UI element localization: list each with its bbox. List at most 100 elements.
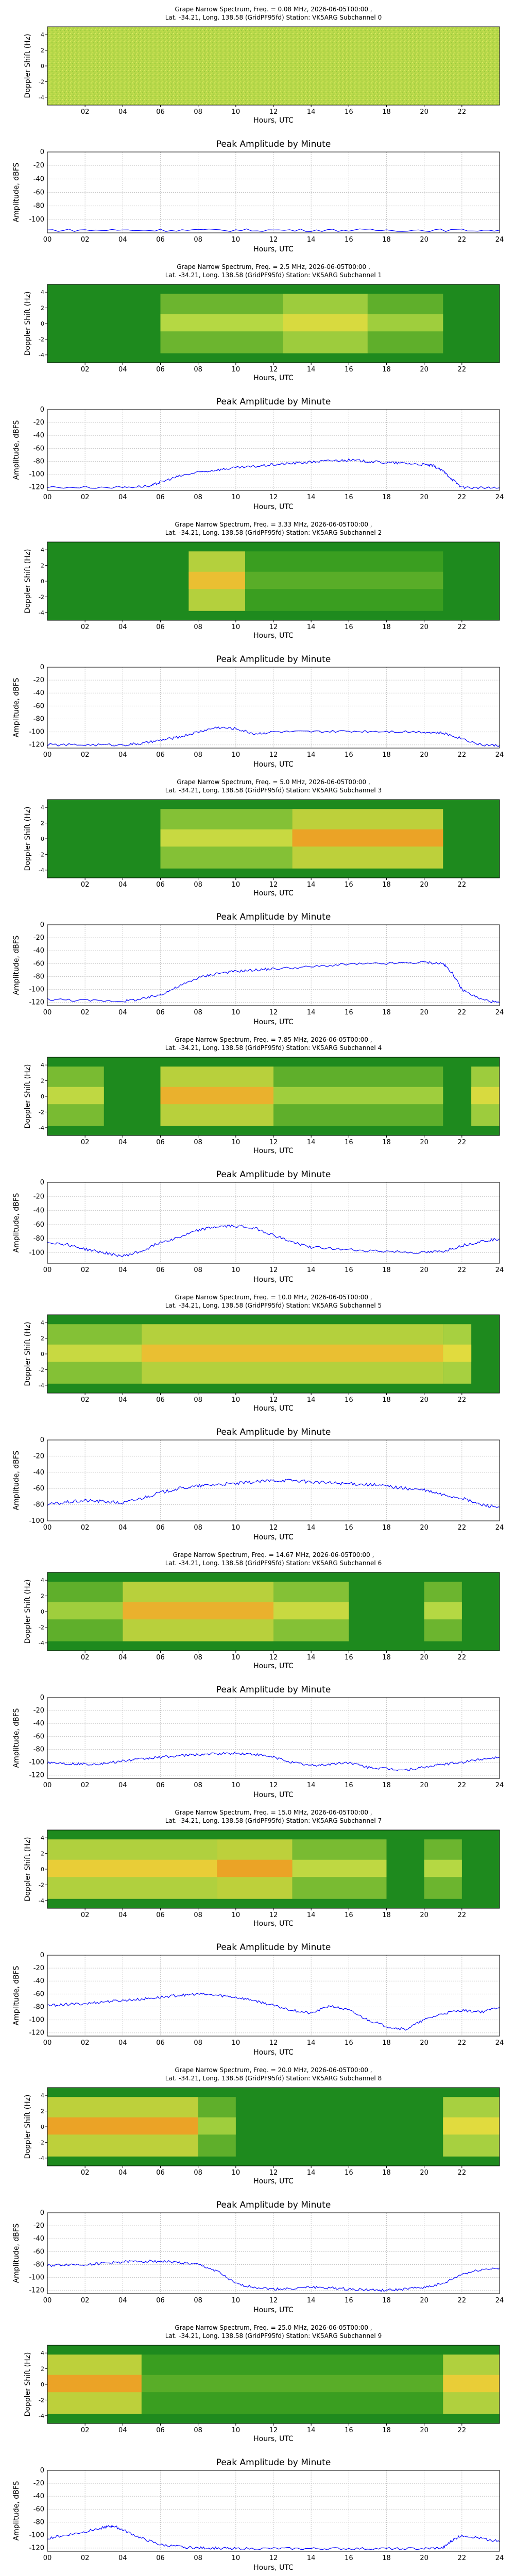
spectrum-subtitle: Lat. -34.21, Long. 138.58 (GridPF95fd) S… xyxy=(165,2075,382,2082)
amplitude-series-line xyxy=(47,2259,500,2292)
amplitude-xtick-label: 12 xyxy=(269,2297,278,2304)
spectrum-ytick-label: 0 xyxy=(41,1093,44,1100)
spectrum-ytick-label: -4 xyxy=(39,94,44,101)
amplitude-xtick-label: 24 xyxy=(495,1266,504,1274)
amplitude-xtick-label: 00 xyxy=(43,1266,52,1274)
amplitude-xtick-label: 20 xyxy=(420,1782,428,1789)
amplitude-ytick-label: -100 xyxy=(29,2532,44,2539)
spectrum-ylabel: Doppler Shift (Hz) xyxy=(24,1580,32,1644)
spectrum-xtick-label: 02 xyxy=(81,2169,90,2177)
spectrum-xtick-label: 22 xyxy=(458,623,467,631)
amplitude-title: Peak Amplitude by Minute xyxy=(216,2458,331,2468)
spectrum-panel-7: Grape Narrow Spectrum, Freq. = 15.0 MHz,… xyxy=(24,1809,500,1928)
amplitude-xtick-label: 02 xyxy=(81,1782,90,1789)
spectrum-core-2 xyxy=(273,1087,443,1105)
amplitude-xtick-label: 08 xyxy=(194,1782,202,1789)
amplitude-frame xyxy=(47,924,500,1006)
spectrum-xtick-label: 04 xyxy=(118,881,127,889)
amplitude-ytick-label: -40 xyxy=(33,689,44,697)
amplitude-series-line xyxy=(47,2524,500,2551)
amplitude-ytick-label: -40 xyxy=(33,2493,44,2500)
amplitude-xtick-label: 04 xyxy=(118,2554,127,2562)
amplitude-ytick-label: -80 xyxy=(33,2518,44,2526)
spectrum-xtick-label: 14 xyxy=(307,2169,316,2177)
spectrum-xtick-label: 16 xyxy=(345,366,353,374)
spectrum-xlabel: Hours, UTC xyxy=(253,632,294,640)
amplitude-xtick-label: 14 xyxy=(307,494,316,501)
spectrum-xtick-label: 12 xyxy=(269,2169,278,2177)
amplitude-xtick-label: 10 xyxy=(232,236,241,244)
amplitude-frame xyxy=(47,1182,500,1264)
amplitude-ytick-label: -40 xyxy=(33,2235,44,2243)
amplitude-ytick-label: -40 xyxy=(33,1207,44,1215)
amplitude-xtick-label: 08 xyxy=(194,1266,202,1274)
spectrum-xtick-label: 08 xyxy=(194,1911,202,1919)
spectrum-core-2 xyxy=(443,1344,472,1362)
spectrum-subtitle: Lat. -34.21, Long. 138.58 (GridPF95fd) S… xyxy=(165,1302,382,1309)
spectrum-xlabel: Hours, UTC xyxy=(253,116,294,125)
amplitude-xtick-label: 02 xyxy=(81,1266,90,1274)
amplitude-xtick-label: 00 xyxy=(43,236,52,244)
amplitude-title: Peak Amplitude by Minute xyxy=(216,1427,331,1437)
spectrum-ytick-label: 2 xyxy=(41,1851,44,1857)
spectrum-xtick-label: 10 xyxy=(232,2169,241,2177)
amplitude-xtick-label: 04 xyxy=(118,1782,127,1789)
spectrum-core-3 xyxy=(471,1087,500,1105)
spectrum-ytick-label: 2 xyxy=(41,1593,44,1600)
amplitude-ytick-label: -40 xyxy=(33,1469,44,1477)
amplitude-series-line xyxy=(47,961,500,1004)
amplitude-xtick-label: 12 xyxy=(269,1009,278,1016)
spectrum-panel-6: Grape Narrow Spectrum, Freq. = 14.67 MHz… xyxy=(24,1551,500,1670)
amplitude-ytick-label: -20 xyxy=(33,419,44,427)
spectrum-ytick-label: 4 xyxy=(41,547,44,553)
amplitude-plot-area xyxy=(47,667,500,748)
amplitude-xtick-label: 10 xyxy=(232,751,241,759)
spectrum-xtick-label: 16 xyxy=(345,1396,353,1404)
spectrum-core-2 xyxy=(367,314,443,332)
amplitude-series-line xyxy=(47,228,500,232)
spectrum-core-1 xyxy=(217,1859,293,1877)
spectrum-core-3 xyxy=(424,1602,462,1620)
amplitude-xtick-label: 24 xyxy=(495,494,504,501)
amplitude-ytick-label: -100 xyxy=(29,2016,44,2024)
amplitude-ytick-label: -100 xyxy=(29,216,44,224)
spectrum-panel-0: Grape Narrow Spectrum, Freq. = 0.08 MHz,… xyxy=(24,6,500,125)
spectrum-panel-1: Grape Narrow Spectrum, Freq. = 2.5 MHz, … xyxy=(24,263,500,382)
spectrum-xtick-label: 18 xyxy=(382,623,391,631)
spectrum-subtitle: Lat. -34.21, Long. 138.58 (GridPF95fd) S… xyxy=(165,14,382,21)
amplitude-xtick-label: 18 xyxy=(382,2297,391,2304)
amplitude-xtick-label: 06 xyxy=(156,1266,165,1274)
amplitude-frame xyxy=(47,409,500,491)
amplitude-ytick-label: -120 xyxy=(29,2287,44,2295)
amplitude-xtick-label: 02 xyxy=(81,751,90,759)
amplitude-xtick-label: 14 xyxy=(307,1524,316,1532)
spectrum-core-0 xyxy=(160,314,283,332)
spectrum-ytick-label: 0 xyxy=(41,1351,44,1358)
spectrum-xtick-label: 08 xyxy=(194,2427,202,2434)
spectrum-xtick-label: 06 xyxy=(156,1911,165,1919)
spectrum-xtick-label: 20 xyxy=(420,1396,428,1404)
spectrum-xtick-label: 02 xyxy=(81,1139,90,1146)
amplitude-xtick-label: 02 xyxy=(81,2039,90,2047)
spectrum-subtitle: Lat. -34.21, Long. 138.58 (GridPF95fd) S… xyxy=(165,787,382,794)
spectrum-ylabel: Doppler Shift (Hz) xyxy=(24,292,32,356)
amplitude-ylabel: Amplitude, dBFS xyxy=(12,1450,21,1510)
amplitude-ytick-label: -80 xyxy=(33,715,44,723)
spectrum-xtick-label: 18 xyxy=(382,2427,391,2434)
spectrum-ytick-label: 0 xyxy=(41,320,44,327)
spectrum-core-0 xyxy=(47,1602,123,1620)
amplitude-ytick-label: -20 xyxy=(33,2222,44,2230)
amplitude-xtick-label: 18 xyxy=(382,1266,391,1274)
spectrum-ytick-label: -4 xyxy=(39,352,44,359)
amplitude-xtick-label: 14 xyxy=(307,1266,316,1274)
amplitude-ytick-label: 0 xyxy=(40,2467,44,2475)
amplitude-ytick-label: 0 xyxy=(40,148,44,156)
amplitude-xtick-label: 12 xyxy=(269,2554,278,2562)
spectrum-xtick-label: 22 xyxy=(458,366,467,374)
amplitude-xtick-label: 16 xyxy=(345,1524,353,1532)
amplitude-xtick-label: 00 xyxy=(43,2554,52,2562)
spectrum-xtick-label: 04 xyxy=(118,2427,127,2434)
spectrum-xtick-label: 20 xyxy=(420,1654,428,1662)
spectrum-xtick-label: 22 xyxy=(458,1139,467,1146)
amplitude-xlabel: Hours, UTC xyxy=(253,1276,294,1284)
